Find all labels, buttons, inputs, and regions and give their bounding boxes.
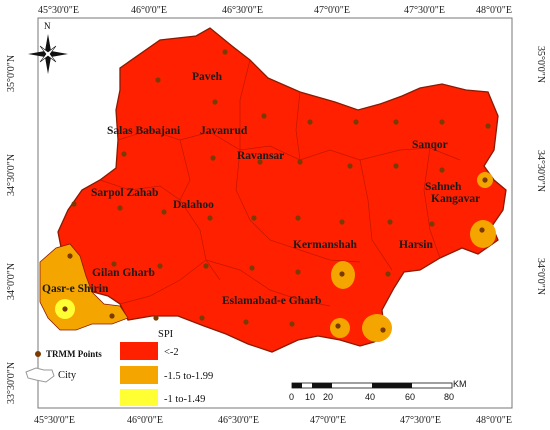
city-label-gilan-gharb: Gilan Gharb <box>92 267 155 279</box>
legend-class-label: <-2 <box>164 347 179 358</box>
city-label-ravansar: Ravansar <box>237 150 284 162</box>
lon-labels-top: 45°30'0"E 46°0'0"E 46°30'0"E 47°0'0"E 47… <box>38 5 512 16</box>
lon-label: 47°30'0"E <box>400 415 441 426</box>
city-label-dalahoo: Dalahoo <box>173 199 214 211</box>
legend-spi: SPI <-2 -1.5 to-1.99 -1 to-1.49 <box>120 329 213 406</box>
north-arrow-icon: N <box>28 21 68 74</box>
lon-label: 45°30'0"E <box>34 415 75 426</box>
legend-city-label: City <box>58 370 77 381</box>
city-label-paveh: Paveh <box>192 71 223 83</box>
lon-label: 48°0'0"E <box>476 5 512 16</box>
city-label-eslamabad-e-gharb: Eslamabad-e Gharb <box>222 295 321 307</box>
city-label-javanrud: Javanrud <box>200 125 248 137</box>
lat-labels-left: 35°0'0"N 34°30'0"N 34°0'0"N 33°30'0"N <box>6 55 17 404</box>
lon-label: 47°0'0"E <box>310 415 346 426</box>
scale-tick: 60 <box>405 392 415 402</box>
scale-tick: 40 <box>365 392 375 402</box>
lat-label: 35°0'0"N <box>535 46 546 83</box>
lon-label: 48°0'0"E <box>476 415 512 426</box>
legend-trmm-label: TRMM Points <box>46 349 102 359</box>
legend-spi-title: SPI <box>158 329 174 340</box>
scale-tick: 0 <box>289 392 294 402</box>
city-outline-icon <box>25 367 55 383</box>
scale-unit: KM <box>453 379 467 389</box>
trmm-points <box>62 49 491 333</box>
lon-label: 46°0'0"E <box>131 5 167 16</box>
trmm-point-icon <box>35 351 41 357</box>
scale-tick: 10 <box>305 392 315 402</box>
lat-label: 35°0'0"N <box>6 55 17 92</box>
scale-tick: 80 <box>444 392 454 402</box>
legend-swatch-lt-2 <box>120 342 158 360</box>
legend-class-label: -1 to-1.49 <box>164 394 205 405</box>
lon-label: 45°30'0"E <box>38 5 79 16</box>
lon-label: 47°0'0"E <box>314 5 350 16</box>
lat-label: 34°0'0"N <box>6 263 17 300</box>
city-label-kangavar: Kangavar <box>431 193 480 205</box>
lat-labels-right: 35°0'0"N 34°30'0"N 34°0'0"N <box>535 46 546 295</box>
lon-labels-bottom: 45°30'0"E 46°0'0"E 46°30'0"E 47°0'0"E 47… <box>34 415 512 426</box>
lat-label: 34°30'0"N <box>535 150 546 192</box>
city-label-sanqor: Sanqor <box>412 139 448 151</box>
scale-tick: 20 <box>323 392 333 402</box>
legend-class-label: -1.5 to-1.99 <box>164 371 213 382</box>
legend-swatch-1-5-to-1-99 <box>120 366 158 384</box>
legend-swatch-1-to-1-49 <box>120 389 158 406</box>
city-label-qasr-e-shirin: Qasr-e Shirin <box>42 283 109 295</box>
county-borders <box>99 59 461 307</box>
lat-label: 33°30'0"N <box>6 362 17 404</box>
lon-label: 46°30'0"E <box>218 415 259 426</box>
legend-symbols: TRMM Points City <box>25 349 102 383</box>
city-labels: Paveh Salas Babajani Javanrud Ravansar S… <box>42 71 480 307</box>
lon-label: 47°30'0"E <box>404 5 445 16</box>
city-label-sahneh: Sahneh <box>425 181 462 193</box>
north-label: N <box>44 21 51 31</box>
lon-label: 46°0'0"E <box>127 415 163 426</box>
city-label-harsin: Harsin <box>399 239 433 251</box>
city-label-sarpol-zahab: Sarpol Zahab <box>91 187 158 199</box>
lat-label: 34°30'0"N <box>6 154 17 196</box>
city-label-salas-babajani: Salas Babajani <box>107 125 181 137</box>
lat-label: 34°0'0"N <box>535 258 546 295</box>
lon-label: 46°30'0"E <box>222 5 263 16</box>
city-label-kermanshah: Kermanshah <box>293 239 358 251</box>
scale-bar: KM 0 10 20 40 60 80 <box>289 379 467 402</box>
